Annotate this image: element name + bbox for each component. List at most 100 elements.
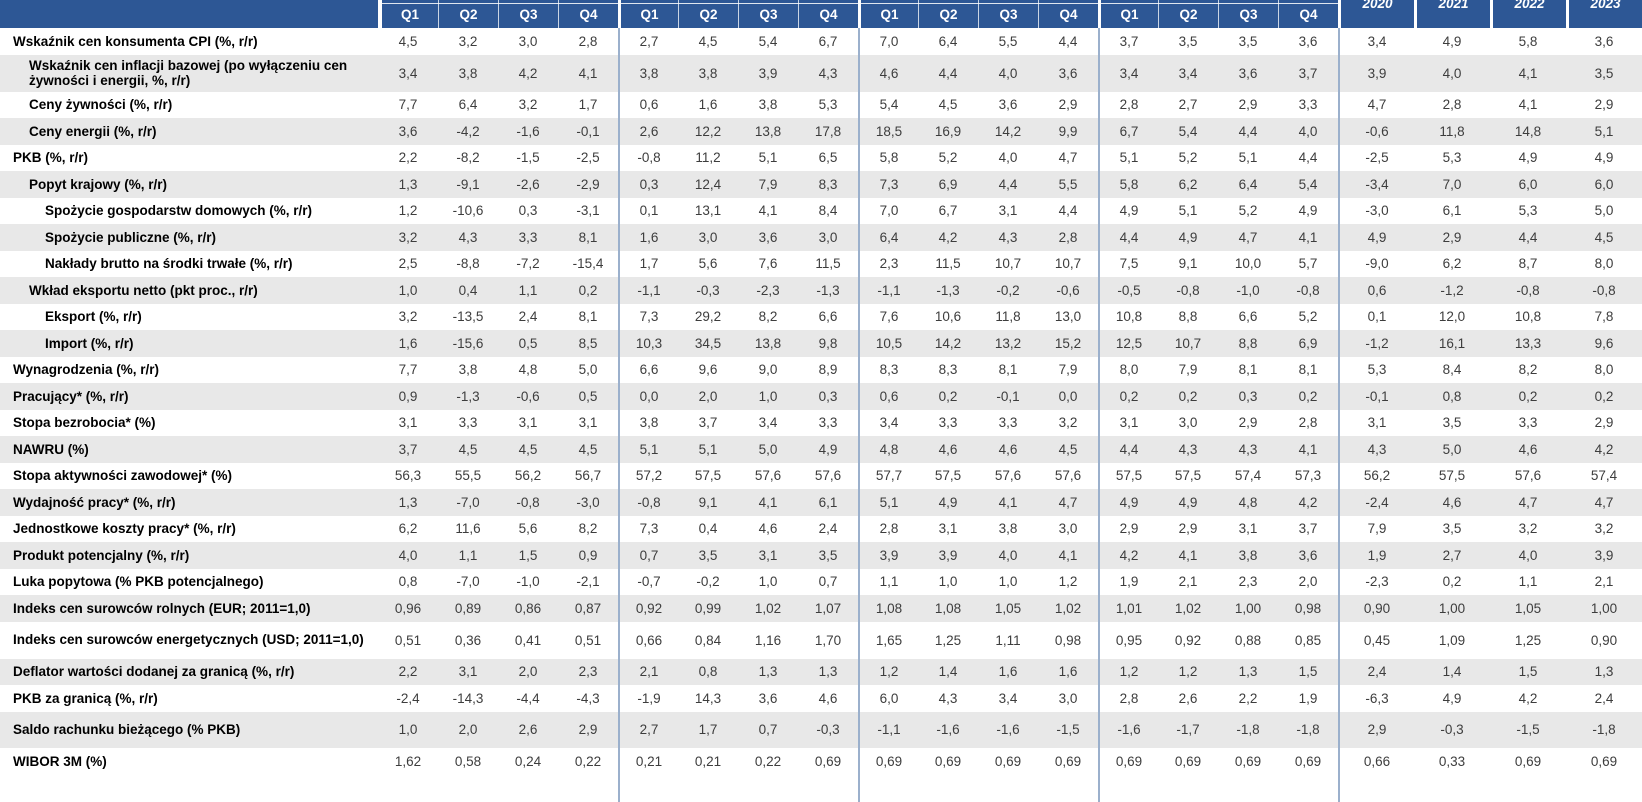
- year-value-cell: -1,5: [1516, 722, 1540, 737]
- quarter-value-cell: 0,7: [818, 574, 838, 590]
- quarter-header: Q1: [378, 0, 438, 28]
- quarter-value-cell: 0,4: [458, 282, 478, 298]
- quarter-value-cell: 0,51: [394, 632, 422, 648]
- quarter-value-cell: 8,8: [1178, 309, 1198, 325]
- year-value-cell: 4,9: [1594, 150, 1614, 166]
- quarter-value-cell: 5,4: [1298, 176, 1318, 192]
- quarter-value-cell: 6,6: [618, 356, 678, 383]
- quarter-value-cell: 2,9: [1058, 97, 1078, 113]
- quarter-value-cell: 0,69: [934, 753, 962, 769]
- quarter-value-cell: 4,8: [858, 436, 918, 463]
- quarter-value-cell: 1,05: [994, 600, 1022, 616]
- quarter-value-cell: 3,2: [398, 309, 418, 325]
- quarter-value-cell: -1,3: [936, 282, 960, 298]
- quarter-value-cell: 3,9: [758, 65, 778, 81]
- row-label: Wynagrodzenia (%, r/r): [13, 362, 160, 377]
- quarter-value-cell: 1,0: [758, 388, 778, 404]
- quarter-value-cell: -0,8: [618, 489, 678, 516]
- year-value-cell: 5,0: [1442, 441, 1462, 457]
- quarter-value-cell: 12,5: [1098, 330, 1158, 357]
- quarter-value-cell: 4,0: [998, 547, 1018, 563]
- quarter-value-cell: 0,98: [1054, 632, 1082, 648]
- quarter-value-cell: 57,5: [934, 468, 962, 484]
- quarter-value-cell: 1,11: [995, 632, 1021, 648]
- quarter-value-cell: 3,1: [458, 664, 478, 680]
- year-value-cell: 0,45: [1338, 621, 1414, 659]
- quarter-value-cell: 1,08: [934, 600, 962, 616]
- quarter-value-cell: 9,8: [818, 335, 838, 351]
- quarter-value-cell: 7,9: [758, 176, 778, 192]
- quarter-header: Q1: [618, 0, 678, 28]
- quarter-value-cell: 4,1: [1058, 547, 1078, 563]
- quarter-value-cell: 3,2: [458, 33, 478, 49]
- quarter-value-cell: 6,0: [858, 685, 918, 712]
- quarter-value-cell: 1,0: [758, 574, 778, 590]
- quarter-value-cell: 3,4: [398, 65, 418, 81]
- quarter-value-cell: 1,2: [1058, 574, 1078, 590]
- quarter-value-cell: 4,3: [458, 229, 478, 245]
- quarter-value-cell: 2,0: [1298, 574, 1318, 590]
- quarter-value-cell: 0,8: [698, 664, 718, 680]
- quarter-value-cell: 5,6: [518, 521, 538, 537]
- year-value-cell: 0,33: [1438, 753, 1466, 769]
- quarter-value-cell: 57,5: [694, 468, 722, 484]
- year-value-cell: 0,69: [1590, 753, 1618, 769]
- quarter-value-cell: 4,9: [1098, 197, 1158, 224]
- row-label: Spożycie gospodarstw domowych (%, r/r): [45, 203, 313, 218]
- quarter-value-cell: 2,2: [398, 664, 418, 680]
- quarter-value-cell: 8,5: [578, 335, 598, 351]
- quarter-value-cell: 0,69: [1098, 747, 1158, 802]
- quarter-value-cell: -7,0: [456, 574, 480, 590]
- quarter-value-cell: 3,7: [1098, 28, 1158, 55]
- quarter-value-cell: 4,8: [1238, 494, 1258, 510]
- quarter-value-cell: 7,3: [618, 515, 678, 542]
- quarter-value-cell: 3,3: [518, 229, 538, 245]
- quarter-header: Q4: [798, 0, 858, 28]
- year-header: 2020: [1338, 0, 1414, 28]
- quarter-header: Q3: [1218, 0, 1278, 28]
- quarter-value-cell: 1,6: [998, 664, 1018, 680]
- quarter-value-cell: 6,7: [938, 203, 958, 219]
- quarter-value-cell: 29,2: [694, 309, 722, 325]
- quarter-header: Q2: [918, 0, 978, 28]
- year-value-cell: 4,6: [1442, 494, 1462, 510]
- table-row: Luka popytowa (% PKB potencjalnego) 0,8 -7…: [0, 568, 1642, 595]
- table-row: Pracujący* (%, r/r) 0,9 -1,3 -0,6 0,5 0,0 2,0 1…: [0, 383, 1642, 410]
- quarter-value-cell: 3,3: [938, 415, 958, 431]
- quarter-value-cell: 5,1: [1178, 203, 1198, 219]
- quarter-value-cell: 10,5: [858, 330, 918, 357]
- year-value-cell: 0,8: [1442, 388, 1462, 404]
- quarter-value-cell: -0,2: [696, 574, 720, 590]
- quarter-value-cell: 1,6: [398, 335, 418, 351]
- quarter-value-cell: 3,4: [1178, 65, 1198, 81]
- year-value-cell: 6,0: [1594, 176, 1614, 192]
- quarter-value-cell: 6,4: [938, 33, 958, 49]
- year-value-cell: 4,3: [1338, 436, 1414, 463]
- year-value-cell: -2,4: [1338, 489, 1414, 516]
- quarter-value-cell: -1,6: [996, 722, 1020, 737]
- quarter-value-cell: 0,51: [574, 632, 602, 648]
- quarter-value-cell: 2,9: [1098, 515, 1158, 542]
- quarter-value-cell: 3,6: [758, 690, 778, 706]
- year-header-label: 2020: [1362, 0, 1393, 11]
- quarter-value-cell: 0,9: [578, 547, 598, 563]
- quarter-value-cell: 2,8: [858, 515, 918, 542]
- quarter-value-cell: 5,8: [1098, 171, 1158, 198]
- quarter-value-cell: 2,2: [398, 150, 418, 166]
- year-value-cell: -1,8: [1592, 722, 1616, 737]
- quarter-header: Q2: [678, 0, 738, 28]
- quarter-value-cell: 4,9: [1098, 489, 1158, 516]
- quarter-value-cell: 0,7: [758, 722, 778, 737]
- quarter-value-cell: 17,8: [814, 123, 842, 139]
- year-value-cell: -6,3: [1338, 685, 1414, 712]
- quarter-value-cell: 2,6: [618, 118, 678, 145]
- quarter-value-cell: -2,4: [396, 690, 420, 706]
- row-label: Eksport (%, r/r): [45, 309, 142, 324]
- year-value-cell: 1,25: [1514, 632, 1542, 648]
- quarter-value-cell: 2,7: [618, 711, 678, 748]
- quarter-value-cell: 1,0: [398, 722, 418, 737]
- quarter-value-cell: 3,4: [1098, 54, 1158, 92]
- quarter-value-cell: 4,4: [938, 65, 958, 81]
- quarter-value-cell: 3,6: [998, 97, 1018, 113]
- year-value-cell: 5,0: [1594, 203, 1614, 219]
